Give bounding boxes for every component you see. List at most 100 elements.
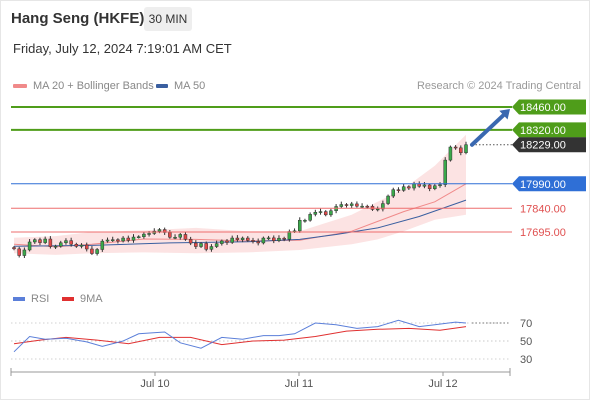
- ma50-line: [13, 199, 467, 247]
- candle-body-down: [17, 248, 21, 256]
- candle-body-up: [136, 236, 141, 238]
- candle-body-up: [313, 211, 318, 215]
- candle-body-down: [235, 237, 240, 240]
- candle: [251, 237, 255, 244]
- candle-body-up: [329, 210, 333, 216]
- candle: [43, 236, 47, 245]
- candle-body-up: [443, 159, 447, 185]
- rsi-level-label: 30: [520, 354, 532, 366]
- level-label-18229.00: 18229.00: [520, 140, 566, 152]
- rsi-level-label: 70: [520, 318, 532, 330]
- candle: [323, 210, 328, 217]
- legend-label-ma50: MA 50: [174, 80, 206, 92]
- candle: [48, 236, 53, 249]
- candle: [199, 241, 203, 249]
- candle: [194, 240, 198, 249]
- candle: [313, 209, 318, 217]
- candle-body-down: [204, 243, 208, 250]
- candle: [214, 240, 219, 249]
- candle: [183, 232, 188, 241]
- candle-body-down: [12, 247, 16, 250]
- candle-body-up: [448, 146, 453, 161]
- candle: [344, 203, 349, 208]
- candle: [110, 236, 115, 242]
- candle: [438, 182, 442, 188]
- candle: [355, 201, 359, 208]
- candle: [303, 218, 307, 223]
- candle-body-up: [178, 234, 183, 238]
- candle-body-up: [318, 211, 323, 213]
- candle-body-up: [339, 204, 344, 207]
- candle: [464, 141, 468, 155]
- ma9-swatch-icon: [62, 297, 74, 302]
- candle: [308, 212, 312, 222]
- candle: [121, 236, 125, 243]
- candle: [220, 239, 224, 246]
- candle: [386, 194, 390, 206]
- rsi-swatch-icon: [13, 297, 25, 302]
- candle: [53, 244, 58, 249]
- level-label-17840.00: 17840.00: [520, 203, 566, 215]
- candle: [105, 237, 110, 243]
- candle-body-down: [69, 240, 73, 245]
- candle-body-up: [401, 186, 406, 191]
- candle: [230, 235, 234, 244]
- candle-body-up: [422, 184, 427, 187]
- candle-body-down: [272, 237, 276, 241]
- candle: [375, 206, 380, 212]
- candle-body-down: [453, 146, 458, 149]
- candle-body-down: [427, 184, 432, 189]
- candle-body-up: [308, 214, 312, 221]
- timeframe-badge[interactable]: 30 MIN: [144, 7, 192, 31]
- candle: [318, 208, 323, 215]
- candle: [277, 235, 281, 243]
- candle: [422, 182, 427, 189]
- candle-body-up: [381, 203, 385, 210]
- candle-body-down: [251, 240, 255, 242]
- candle-body-up: [79, 244, 84, 247]
- candle-body-down: [396, 189, 401, 191]
- instrument-title: Hang Seng (HKFE): [11, 10, 145, 27]
- candle-body-up: [33, 239, 37, 243]
- candle-body-up: [142, 233, 146, 237]
- candle-body-down: [282, 237, 286, 240]
- candle-body-down: [365, 205, 370, 208]
- candle: [22, 247, 27, 258]
- candle-body-up: [391, 189, 396, 197]
- candle-body-up: [100, 240, 105, 250]
- candle-body-up: [53, 245, 58, 248]
- candle: [90, 246, 94, 256]
- candle: [282, 236, 286, 242]
- candle: [459, 145, 463, 156]
- x-axis-label: Jul 10: [140, 378, 169, 390]
- candle-body-up: [220, 240, 224, 244]
- candle-body-down: [225, 240, 229, 243]
- candle-body-up: [199, 243, 203, 247]
- candle-body-up: [266, 237, 271, 240]
- candle: [256, 238, 260, 246]
- candle-body-down: [74, 244, 79, 247]
- candle: [401, 183, 406, 192]
- legend-label-9ma: 9MA: [80, 293, 103, 305]
- candle-body-up: [240, 237, 245, 240]
- rsi-line: [13, 319, 467, 353]
- candle-body-up: [412, 183, 416, 189]
- candle-body-down: [90, 248, 94, 254]
- candle-body-down: [126, 237, 131, 241]
- candle: [266, 235, 271, 241]
- candle-body-up: [303, 219, 307, 222]
- candle: [433, 183, 437, 191]
- level-label-17695.00: 17695.00: [520, 227, 566, 239]
- level-tag-resistance: [512, 99, 586, 115]
- candle-body-down: [256, 241, 260, 244]
- x-axis-label: Jul 11: [285, 378, 314, 390]
- level-label-18460.00: 18460.00: [520, 102, 566, 114]
- candle: [453, 145, 458, 150]
- candle: [188, 236, 193, 246]
- candle: [59, 240, 63, 248]
- level-tag-last: [512, 137, 586, 153]
- candle-body-down: [344, 204, 349, 206]
- candle: [448, 145, 453, 162]
- rsi-ma-line: [13, 326, 467, 346]
